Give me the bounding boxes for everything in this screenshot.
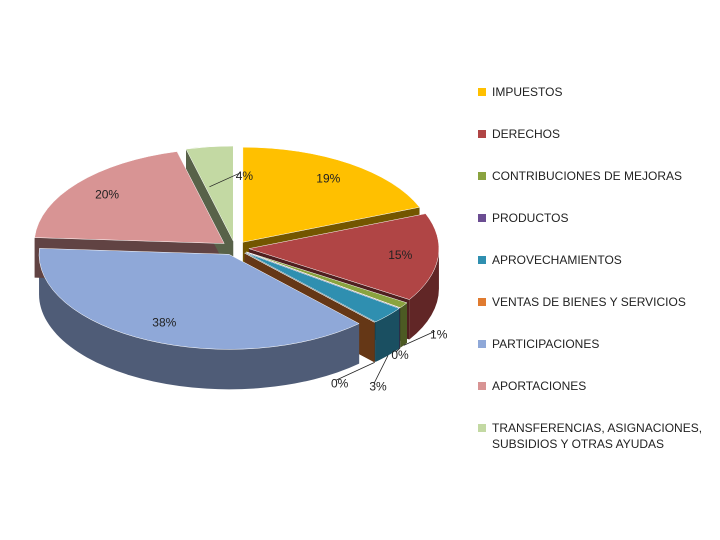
legend-item: PARTICIPACIONES (478, 336, 710, 378)
legend-item: TRANSFERENCIAS, ASIGNACIONES, SUBSIDIOS … (478, 420, 710, 462)
data-label: 0% (331, 377, 349, 391)
data-label: 38% (152, 315, 176, 329)
slice (34, 151, 225, 244)
data-label: 15% (388, 248, 412, 262)
legend-label: APORTACIONES (492, 379, 587, 393)
data-label: 19% (316, 172, 340, 186)
legend-swatch (478, 298, 486, 306)
legend-label: PARTICIPACIONES (492, 337, 600, 351)
leader-line (403, 330, 435, 346)
chart: 19% 15% 1% 0% 3% 0% 38% 20% 4% (34, 145, 448, 394)
legend-item: IMPUESTOS (478, 84, 710, 126)
legend-swatch (478, 172, 486, 180)
legend-label: IMPUESTOS (492, 85, 563, 99)
legend-item: APROVECHAMIENTOS (478, 252, 710, 294)
legend: IMPUESTOS DERECHOS CONTRIBUCIONES DE MEJOR… (478, 84, 710, 462)
legend-label: VENTAS DE BIENES Y SERVICIOS (492, 295, 686, 309)
slice-side (39, 254, 360, 390)
leader-line (335, 361, 375, 381)
slice-side (400, 302, 408, 348)
legend-swatch (478, 256, 486, 264)
leader-line (373, 355, 389, 384)
data-label: 4% (236, 169, 254, 183)
legend-label: TRANSFERENCIAS, ASIGNACIONES, SUBSIDIOS … (492, 421, 703, 451)
legend-label: CONTRIBUCIONES DE MEJORAS (492, 169, 683, 183)
legend-swatch (478, 340, 486, 348)
data-label: 0% (391, 348, 409, 362)
legend-swatch (478, 382, 486, 390)
slice (248, 213, 440, 300)
slice (185, 145, 234, 242)
legend-swatch (478, 88, 486, 96)
slice (246, 251, 401, 309)
leader-line (395, 347, 401, 353)
slice (242, 146, 420, 243)
legend-swatch (478, 130, 486, 138)
leader-line (209, 172, 241, 188)
legend-item: VENTAS DE BIENES Y SERVICIOS (478, 294, 710, 336)
data-label: 1% (430, 328, 448, 342)
legend-label: DERECHOS (492, 127, 561, 141)
slice-side (375, 308, 400, 362)
legend-swatch (478, 214, 486, 222)
legend-item: PRODUCTOS (478, 210, 710, 252)
legend-label: APROVECHAMIENTOS (492, 253, 622, 267)
slice (246, 251, 408, 309)
legend-swatch (478, 424, 486, 432)
slice (38, 248, 360, 350)
data-label: 3% (369, 380, 387, 394)
legend-item: CONTRIBUCIONES DE MEJORAS (478, 168, 710, 210)
legend-item: DERECHOS (478, 126, 710, 168)
slice-side (409, 248, 439, 340)
legend-label: PRODUCTOS (492, 211, 569, 225)
legend-item: APORTACIONES (478, 378, 710, 420)
slice (245, 252, 400, 323)
data-label: 20% (95, 187, 119, 201)
